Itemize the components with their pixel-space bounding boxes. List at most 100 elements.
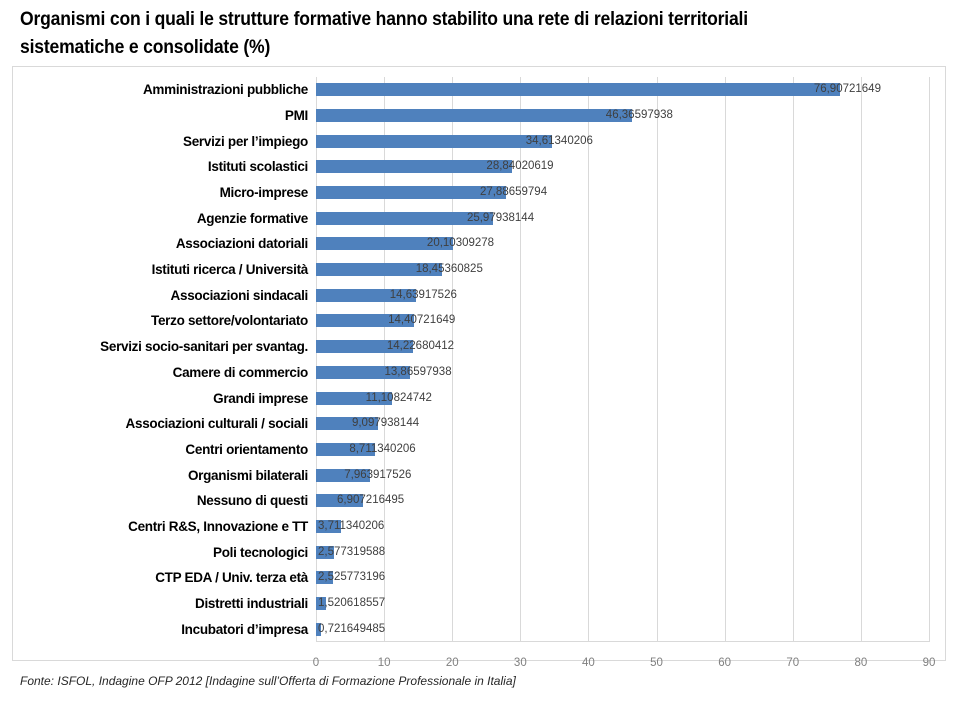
category-label: PMI bbox=[284, 108, 308, 123]
bar bbox=[316, 571, 334, 585]
value-label: 28,84020619 bbox=[486, 160, 554, 173]
category-label: Poli tecnologici bbox=[213, 544, 308, 560]
value-label: 6,907216495 bbox=[337, 494, 405, 507]
bar bbox=[316, 417, 378, 431]
value-label: 7,963917526 bbox=[344, 468, 412, 481]
category-label: Terzo settore/volontariato bbox=[151, 313, 308, 329]
bar-row: Camere di commercio 13,86597938 bbox=[173, 360, 929, 386]
value-label: 0,721649485 bbox=[318, 622, 386, 635]
category-label: Distretti industriali bbox=[195, 595, 308, 611]
bar bbox=[316, 545, 334, 559]
x-axis-tick-label: 20 bbox=[445, 657, 459, 669]
bar-row: Grandi imprese 11,10824742 bbox=[213, 385, 929, 411]
bar-row: Associazioni datoriali 20,10309278 bbox=[176, 231, 929, 257]
bar-row: Poli tecnologici 2,577319588 bbox=[213, 539, 929, 565]
gridline bbox=[656, 77, 658, 642]
category-label: Servizi socio-sanitari per svantag. bbox=[100, 339, 308, 355]
x-axis-tick-label: 70 bbox=[786, 657, 800, 669]
bar bbox=[316, 109, 632, 122]
value-label: 1,520618557 bbox=[318, 596, 386, 609]
bar-row: Servizi socio-sanitari per svantag. 14,22… bbox=[100, 334, 929, 360]
gridline bbox=[724, 77, 726, 642]
bar bbox=[316, 519, 342, 533]
value-label: 13,86597938 bbox=[384, 365, 452, 378]
chart-frame: 0 10 20 30 40 50 60 70 80 90 Amministrazioni pubbl… bbox=[12, 66, 946, 669]
category-label: Agenzie formative bbox=[196, 210, 308, 226]
bar-row: CTP EDA / Univ. terza età 2,525773196 bbox=[155, 565, 929, 591]
bar-row: Incubatori d’impresa 0,721649485 bbox=[181, 616, 929, 642]
x-axis-tick-label: 40 bbox=[582, 657, 595, 669]
x-axis-tick-label: 30 bbox=[513, 657, 527, 669]
category-label: Camere di commercio bbox=[172, 364, 309, 380]
bar-row: Nessuno di questi 6,907216495 bbox=[197, 488, 929, 514]
bar-row: Centri R&S, Innovazione e TT 3,711340206 bbox=[128, 514, 929, 540]
bar-row: Associazioni sindacali 14,63917526 bbox=[171, 282, 929, 308]
value-label: 46,36597938 bbox=[605, 109, 673, 121]
value-label: 14,22680412 bbox=[386, 340, 455, 353]
value-label: 9,097938144 bbox=[351, 417, 420, 430]
gridline bbox=[860, 77, 862, 642]
bar bbox=[316, 160, 513, 174]
x-axis-tick-label: 10 bbox=[377, 657, 391, 669]
page-title: Organismi con i quali le strutture forma… bbox=[20, 5, 748, 61]
value-label: 27,88659794 bbox=[479, 186, 548, 199]
value-label: 11,10824742 bbox=[365, 391, 432, 404]
bar bbox=[316, 83, 840, 97]
category-label: Centri orientamento bbox=[185, 441, 308, 457]
bar-row: Centri orientamento 8,711340206 bbox=[185, 437, 929, 463]
category-label: Istituti scolastici bbox=[207, 159, 308, 175]
category-label: Associazioni datoriali bbox=[175, 236, 308, 252]
category-label: Incubatori d’impresa bbox=[181, 621, 308, 637]
gridline bbox=[452, 77, 454, 642]
category-label: CTP EDA / Univ. terza età bbox=[155, 570, 308, 586]
x-axis-tick-label: 0 bbox=[312, 657, 320, 669]
bar-row: Agenzie formative 25,97938144 bbox=[197, 205, 929, 231]
bar bbox=[316, 211, 493, 225]
value-label: 20,10309278 bbox=[426, 237, 495, 250]
x-axis-tick-label: 80 bbox=[854, 657, 868, 669]
category-label: Grandi imprese bbox=[213, 390, 308, 406]
bar-row: Istituti scolastici 28,84020619 bbox=[208, 154, 929, 180]
source-note: Fonte: ISFOL, Indagine OFP 2012 [Indagin… bbox=[20, 674, 516, 688]
x-axis-tick-label: 90 bbox=[922, 657, 936, 669]
bar-row: PMI 46,36597938 bbox=[285, 103, 929, 129]
bar bbox=[316, 263, 442, 277]
value-label: 14,63917526 bbox=[389, 288, 457, 301]
bar-row: Organismi bilaterali 7,963917526 bbox=[188, 462, 929, 488]
bar-row: Micro-imprese 27,88659794 bbox=[220, 180, 929, 206]
bar bbox=[316, 596, 327, 610]
value-label: 2,525773196 bbox=[318, 571, 386, 584]
gridline bbox=[384, 77, 386, 642]
bar-row: Servizi per l’impiego 34,61340206 bbox=[183, 128, 929, 154]
bar bbox=[316, 134, 552, 148]
bar-row: Associazioni culturali / sociali 9,097938… bbox=[126, 411, 929, 437]
value-label: 2,577319588 bbox=[318, 545, 386, 558]
bar-row: Amministrazioni pubbliche 76,90721649 bbox=[143, 77, 929, 103]
category-label: Amministrazioni pubbliche bbox=[142, 82, 308, 98]
bar bbox=[316, 314, 415, 328]
gridline bbox=[588, 77, 590, 642]
category-label: Organismi bilaterali bbox=[187, 467, 308, 483]
category-label: Associazioni sindacali bbox=[170, 287, 309, 303]
value-label: 14,40721649 bbox=[388, 314, 456, 327]
bar-row: Distretti industriali 1,520618557 bbox=[195, 591, 929, 617]
page-title-line2: sistematiche e consolidate (%) bbox=[20, 36, 271, 58]
category-label: Centri R&S, Innovazione e TT bbox=[128, 518, 308, 534]
plot-area: 0 10 20 30 40 50 60 70 80 90 Amministrazioni pubbl… bbox=[100, 77, 935, 669]
gridline bbox=[520, 77, 522, 642]
value-label: 76,90721649 bbox=[813, 83, 881, 96]
value-label: 3,711340206 bbox=[318, 519, 385, 532]
category-label: Associazioni culturali / sociali bbox=[125, 416, 309, 432]
bar bbox=[316, 391, 392, 405]
gridline bbox=[316, 77, 317, 642]
x-axis-line bbox=[316, 641, 929, 642]
bar bbox=[316, 622, 321, 636]
category-label: Micro-imprese bbox=[219, 185, 309, 201]
bar bbox=[316, 340, 413, 354]
x-axis-tick-label: 60 bbox=[718, 657, 732, 669]
bar bbox=[316, 365, 411, 379]
bar-row: Terzo settore/volontariato 14,40721649 bbox=[151, 308, 929, 334]
bar bbox=[316, 186, 506, 200]
bar bbox=[316, 442, 376, 456]
gridline bbox=[929, 77, 930, 642]
